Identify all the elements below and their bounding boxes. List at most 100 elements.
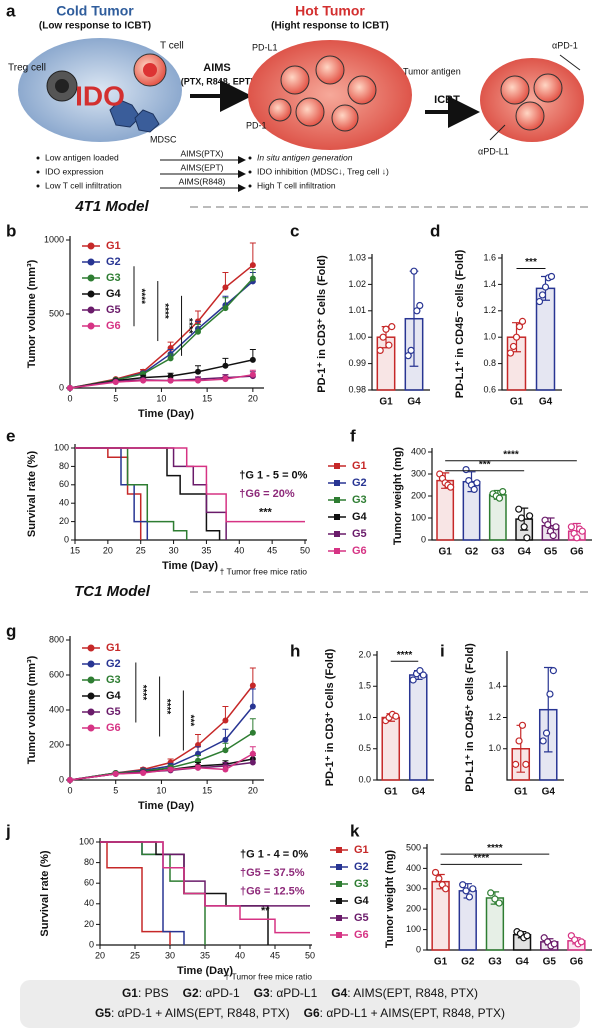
x-tick-label: 0	[67, 393, 72, 403]
x-tick-label: 40	[235, 950, 245, 960]
data-point	[388, 323, 396, 331]
data-point	[512, 760, 520, 768]
legend-marker	[334, 531, 340, 537]
data-point	[462, 466, 470, 474]
survival-curve	[75, 447, 227, 540]
row-outcome: High T cell infiltration	[257, 180, 336, 190]
chart-panel: i 1.0 1.2 1.4 PD-L1⁺ in CD45⁺ cells (Fold) G1…	[440, 641, 564, 798]
panel-label: f	[350, 426, 356, 445]
legend-marker	[87, 290, 95, 298]
x-tick-label: 20	[248, 785, 258, 795]
point	[249, 371, 256, 378]
data-point	[462, 887, 470, 895]
legend-marker	[336, 864, 342, 870]
point	[67, 385, 73, 391]
data-point	[523, 932, 531, 940]
data-point	[376, 346, 384, 354]
legend-marker	[336, 881, 342, 887]
apdl1-label: αPD-L1	[478, 146, 509, 156]
x-tick-label: G4	[539, 397, 553, 408]
legend-label: G1	[354, 844, 369, 856]
point	[222, 747, 229, 754]
legend-marker	[334, 463, 340, 469]
legend-label: G4	[354, 895, 370, 907]
group-id: G6	[304, 1006, 320, 1020]
y-tick-label: 1.6	[483, 252, 496, 262]
bullet	[36, 184, 40, 188]
legend-label: G5	[106, 304, 121, 316]
x-tick-label: 20	[95, 950, 105, 960]
chart-panel: h 0.0 0.5 1.0 1.5 2.0 PD-1⁺ in CD3⁺ Cells (Fol…	[290, 641, 434, 798]
hot-subtitle: (Hight response to ICBT)	[271, 21, 389, 32]
y-tick-label: 0.99	[348, 358, 366, 368]
chart-panel: b 0 500 1000 Tumor volume (mm³) 0 5 10 15 20 Time …	[6, 221, 264, 420]
y-tick-label: 40	[84, 898, 94, 908]
panel-label: a	[6, 1, 16, 20]
legend-marker	[87, 660, 95, 668]
data-point	[544, 520, 552, 529]
data-point	[506, 349, 515, 357]
panel-label: g	[6, 621, 16, 640]
point	[195, 368, 201, 375]
y-tick-label: 20	[84, 919, 94, 929]
sig-label: ***	[185, 715, 196, 727]
data-point	[410, 267, 418, 275]
x-tick-label: G5	[544, 547, 558, 558]
x-tick-label: G1	[438, 547, 452, 558]
apd1-label: αPD-1	[552, 40, 578, 50]
data-point	[549, 531, 557, 540]
y-axis-label: Tumor weight (mg)	[384, 850, 396, 949]
x-tick-label: 20	[248, 393, 258, 403]
y-tick-label: 1.5	[358, 681, 371, 691]
data-point	[578, 527, 586, 535]
point	[249, 759, 256, 766]
panel-label: i	[440, 641, 445, 660]
y-tick-label: 1.0	[358, 712, 371, 722]
survival-curve	[100, 841, 310, 934]
y-tick-label: 0	[416, 944, 421, 954]
group-desc: : PBS	[138, 986, 169, 1000]
survival-curve	[75, 447, 221, 540]
y-tick-label: 80	[84, 857, 94, 867]
point	[249, 703, 256, 710]
legend-marker	[87, 274, 95, 282]
error-bar	[543, 666, 553, 753]
data-point	[495, 899, 503, 907]
mdsc-label: MDSC	[150, 134, 177, 144]
sig-label: ****	[159, 303, 170, 319]
panel-label: k	[350, 821, 360, 840]
annotation: †G5 = 37.5%	[240, 867, 305, 879]
data-point	[404, 352, 412, 360]
bar	[381, 716, 401, 781]
data-point	[515, 323, 524, 331]
point	[195, 764, 201, 771]
x-tick-label: 35	[201, 545, 211, 555]
legend-label: G3	[106, 674, 121, 686]
y-tick-label: 1.02	[348, 279, 366, 289]
legend-label: G3	[106, 272, 121, 284]
panel-label: e	[6, 426, 15, 445]
y-tick-label: 1.00	[348, 332, 366, 342]
legend-label: G5	[352, 528, 367, 540]
legend-marker	[87, 724, 95, 732]
data-point	[413, 307, 421, 315]
group-desc: : αPD-L1	[270, 986, 318, 1000]
x-tick-label: G6	[570, 547, 584, 558]
data-point	[419, 671, 427, 679]
axis	[426, 844, 592, 951]
x-tick-label: G1	[510, 397, 524, 408]
y-tick-label: 100	[411, 512, 426, 522]
treg-nucleus	[55, 79, 69, 93]
sig-label: ****	[161, 699, 172, 715]
annotation: †G 1 - 4 = 0%	[240, 848, 308, 860]
point	[249, 682, 256, 689]
y-tick-label: 60	[84, 878, 94, 888]
x-tick-label: G4	[407, 397, 421, 408]
data-point	[491, 895, 499, 903]
x-tick-label: G1	[434, 957, 448, 968]
data-point	[538, 291, 547, 299]
y-axis-label: Tumor weight (mg)	[392, 447, 404, 546]
x-axis-label: Time (Day)	[138, 408, 194, 420]
y-tick-label: 1.2	[488, 712, 501, 722]
